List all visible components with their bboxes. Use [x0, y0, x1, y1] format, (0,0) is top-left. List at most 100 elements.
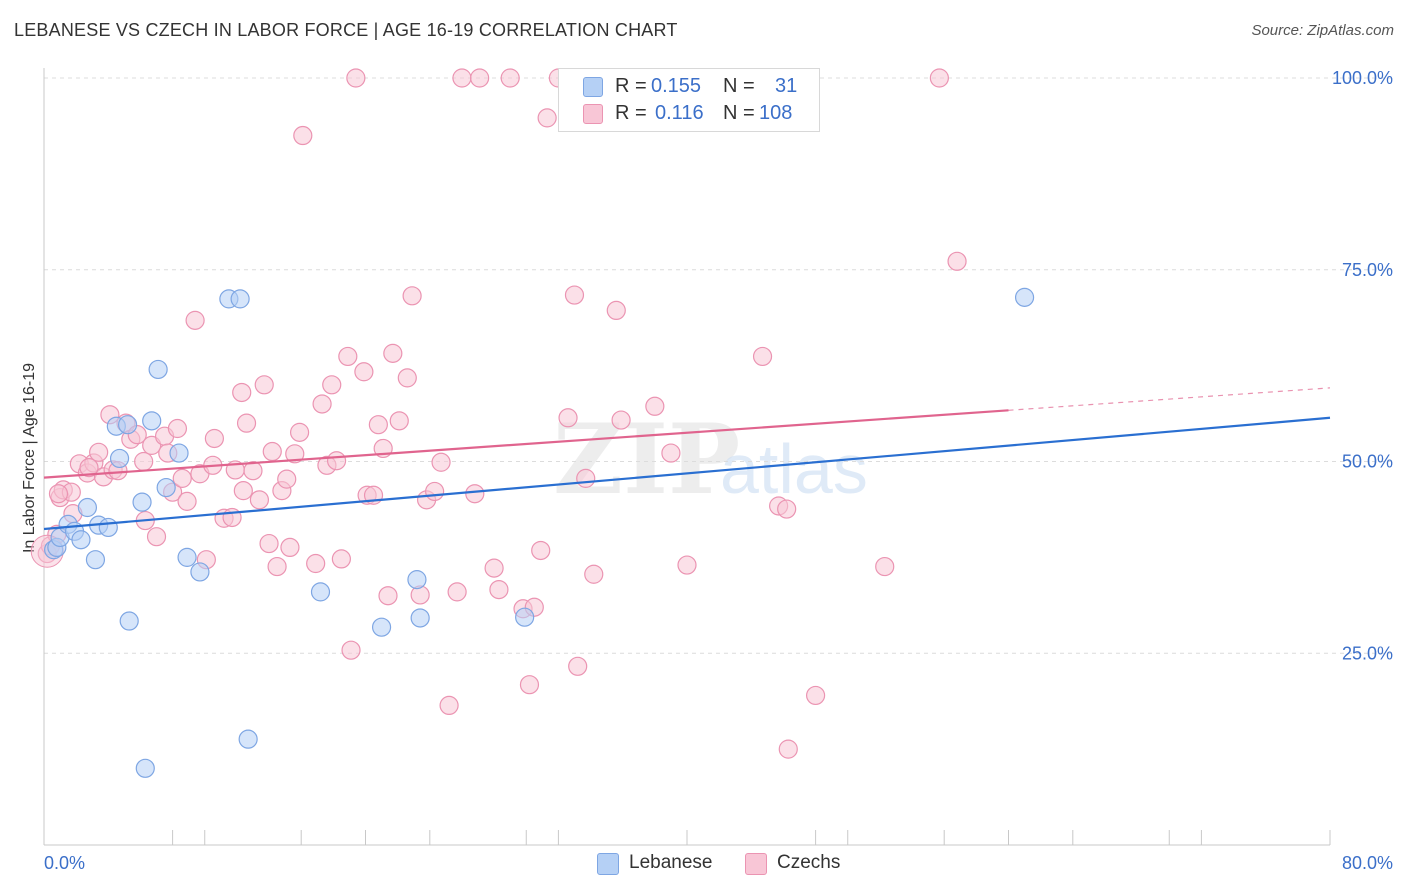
- r-label: R =: [615, 75, 647, 97]
- watermark-zip: ZIP: [553, 403, 740, 516]
- czechs-point: [262, 441, 282, 462]
- czechs-point: [777, 499, 797, 519]
- czechs-swatch: [745, 853, 767, 875]
- n-value: 108: [759, 102, 793, 124]
- lebanese-point: [515, 607, 535, 627]
- n-label: N =: [723, 75, 755, 97]
- lebanese-swatch: [583, 77, 603, 97]
- czechs-point: [500, 68, 520, 88]
- watermark: ZIP atlas: [553, 403, 868, 516]
- grid-lines: [44, 77, 1392, 654]
- czechs-point: [249, 490, 270, 510]
- lebanese-points: [44, 287, 1035, 778]
- czechs-point: [752, 346, 773, 367]
- lebanese-point: [156, 477, 176, 498]
- czechs-point: [280, 537, 300, 558]
- czechs-point: [285, 444, 305, 464]
- y-tick-label: 100.0%: [1332, 68, 1393, 88]
- czechs-point: [293, 125, 313, 146]
- czechs-point: [489, 579, 509, 600]
- lebanese-point: [310, 582, 331, 602]
- czechs-point: [259, 533, 279, 554]
- y-tick-label: 75.0%: [1342, 260, 1393, 280]
- czechs-point: [431, 452, 451, 472]
- czechs-point: [378, 586, 398, 606]
- czechs-point: [233, 481, 253, 501]
- x-tick-label-max: 80.0%: [1342, 853, 1393, 873]
- czechs-point: [568, 656, 588, 676]
- n-value: 31: [775, 75, 798, 97]
- lebanese-point: [142, 411, 162, 431]
- lebanese-point: [85, 550, 106, 570]
- r-label: R =: [615, 102, 647, 124]
- czechs-point: [805, 685, 826, 706]
- trend-lines: [43, 387, 1331, 531]
- chart-title: LEBANESE VS CZECH IN LABOR FORCE | AGE 1…: [14, 20, 678, 40]
- lebanese-trend-line: [43, 416, 1331, 531]
- lebanese-point: [371, 617, 392, 637]
- czechs-point: [185, 310, 205, 330]
- lebanese-point: [132, 492, 152, 512]
- n-label: N =: [723, 102, 755, 124]
- y-tick-label: 50.0%: [1342, 452, 1393, 472]
- czechs-point: [346, 68, 366, 88]
- lebanese-point: [135, 758, 155, 778]
- lebanese-point: [177, 547, 197, 567]
- czechs-trend-line-extension: [1008, 387, 1331, 411]
- czechs-point: [576, 468, 596, 488]
- czechs-point: [354, 362, 374, 382]
- source-label: Source: ZipAtlas.com: [1251, 22, 1394, 39]
- r-value: 0.155: [651, 75, 702, 97]
- czechs-point: [48, 484, 69, 504]
- czechs-point: [341, 640, 361, 660]
- czechs-trend-line: [43, 409, 1009, 479]
- czechs-point: [243, 461, 263, 481]
- lebanese-point: [238, 729, 258, 749]
- czechs-point: [645, 396, 665, 416]
- czechs-point: [232, 382, 252, 403]
- czechs-point: [389, 411, 409, 431]
- lebanese-point: [119, 611, 139, 631]
- czechs-point: [331, 549, 351, 569]
- x-axis-ticks: [43, 830, 1331, 845]
- czechs-point: [558, 408, 578, 428]
- czechs-point: [289, 422, 310, 442]
- czechs-point: [177, 491, 197, 511]
- czechs-point: [204, 428, 224, 449]
- czechs-point: [484, 558, 504, 578]
- lebanese-swatch: [597, 853, 619, 875]
- czechs-point: [236, 413, 257, 433]
- czechs-point: [661, 443, 681, 463]
- lebanese-point: [1014, 287, 1035, 307]
- czechs-point: [254, 375, 274, 395]
- lebanese-point: [98, 517, 118, 538]
- czechs-point: [778, 739, 798, 759]
- czechs-point: [167, 418, 188, 439]
- czechs-point: [397, 368, 417, 388]
- lebanese-point: [77, 497, 98, 518]
- lebanese-point: [117, 415, 138, 435]
- czechs-point: [402, 286, 422, 306]
- czechs-point: [134, 451, 154, 472]
- czechs-point: [312, 394, 332, 414]
- lebanese-point: [190, 562, 210, 582]
- czechs-point: [611, 410, 631, 430]
- lebanese-point: [169, 443, 189, 463]
- czechs-points: [30, 68, 967, 759]
- czechs-point: [606, 300, 626, 321]
- czechs-point: [929, 68, 949, 88]
- lebanese-point: [109, 448, 130, 469]
- czechs-point: [677, 555, 697, 575]
- czechs-point: [368, 415, 388, 435]
- czechs-point: [172, 468, 192, 488]
- czechs-point: [470, 68, 490, 88]
- czechs-point: [306, 553, 326, 574]
- czechs-point: [447, 582, 467, 602]
- czechs-point: [79, 458, 99, 478]
- czechs-point: [519, 675, 540, 695]
- czechs-point: [564, 285, 585, 305]
- czechs-point: [277, 469, 297, 489]
- czechs-point: [146, 527, 167, 547]
- czechs-point: [531, 540, 551, 561]
- czechs-point: [267, 556, 287, 577]
